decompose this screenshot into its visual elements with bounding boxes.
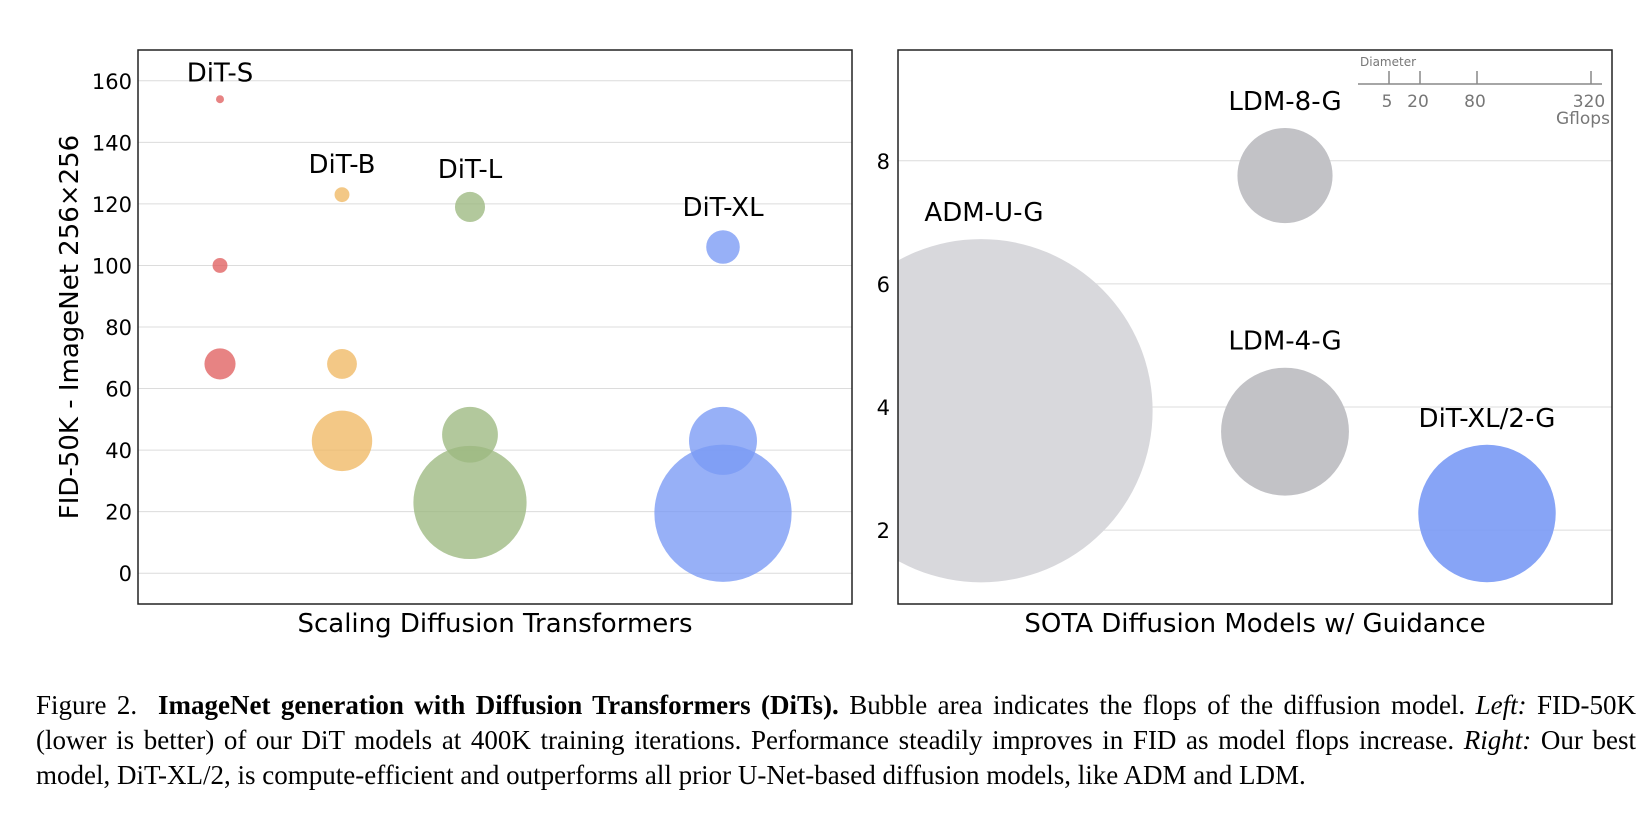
size-legend-unit: Gflops <box>1556 109 1610 129</box>
left-bubble <box>689 406 757 475</box>
right-x-axis-label: SOTA Diffusion Models w/ Guidance <box>1024 609 1485 639</box>
caption-label: Figure 2. <box>36 690 138 720</box>
left-y-tick-label: 140 <box>92 131 132 155</box>
right-bubbles <box>898 128 1556 583</box>
left-y-tick-label: 20 <box>105 501 132 525</box>
size-legend: Diameter 5 20 80 320 Gflops <box>1358 55 1610 129</box>
right-y-ticks: 2 4 6 8 <box>877 150 890 543</box>
right-y-tick-label: 2 <box>877 519 890 543</box>
right-y-tick-label: 6 <box>877 273 890 297</box>
caption-title: ImageNet generation with Diffusion Trans… <box>158 690 839 720</box>
caption-left-label: Left: <box>1475 690 1527 720</box>
left-group-labels: DiT-S DiT-B DiT-L DiT-XL <box>187 58 764 223</box>
left-y-axis-label: FID-50K - ImageNet 256×256 <box>55 135 85 519</box>
right-bubble <box>898 239 1153 583</box>
right-plot-frame <box>897 49 1613 605</box>
size-legend-tick-label: 20 <box>1407 92 1429 112</box>
left-x-axis-label: Scaling Diffusion Transformers <box>297 609 692 639</box>
left-bubble <box>654 444 792 582</box>
left-bubble <box>413 445 527 560</box>
figure: DiT-S DiT-B DiT-L DiT-XL 0 20 40 60 80 100 120 140… <box>55 49 1613 639</box>
left-y-tick-label: 40 <box>105 439 132 463</box>
right-bubble <box>1418 444 1556 583</box>
right-y-tick-label: 4 <box>877 396 890 420</box>
caption-text-1: Bubble area indicates the flops of the d… <box>838 690 1476 720</box>
left-bubble <box>454 191 486 223</box>
left-group-label: DiT-XL <box>682 193 764 223</box>
left-bubble <box>311 410 373 472</box>
caption-text-3: Our best model, DiT-XL/2, is compute-eff… <box>36 725 1636 790</box>
size-legend-tick-label: 80 <box>1464 92 1486 112</box>
left-plot-frame <box>137 49 853 605</box>
right-model-label: DiT-XL/2-G <box>1419 404 1556 434</box>
left-bubble <box>706 230 740 264</box>
left-y-tick-label: 100 <box>92 254 132 278</box>
size-legend-tick-label: 320 <box>1573 92 1605 112</box>
left-bubbles <box>204 95 792 582</box>
left-bubble <box>216 95 224 104</box>
right-model-label: ADM-U-G <box>924 198 1043 228</box>
caption-text-2: FID-50K (lower is better) of our DiT mod… <box>36 690 1637 755</box>
left-bubble <box>442 406 498 463</box>
left-group-label: DiT-L <box>438 155 503 185</box>
right-model-label: LDM-4-G <box>1228 327 1341 357</box>
caption-right-label: Right: <box>1463 725 1532 755</box>
left-bubble <box>327 349 357 379</box>
right-bubble <box>1237 128 1333 224</box>
left-y-tick-label: 160 <box>92 70 132 94</box>
left-chart: DiT-S DiT-B DiT-L DiT-XL 0 20 40 60 80 100 120 140… <box>55 49 853 639</box>
left-bubble <box>204 348 236 380</box>
left-y-tick-label: 120 <box>92 193 132 217</box>
left-group-label: DiT-B <box>308 150 375 180</box>
right-y-tick-label: 8 <box>877 150 890 174</box>
right-chart: ADM-U-G LDM-8-G LDM-4-G DiT-XL/2-G 2 4 6 8 SOT… <box>877 49 1613 639</box>
left-bubble <box>212 257 228 273</box>
right-model-labels: ADM-U-G LDM-8-G LDM-4-G DiT-XL/2-G <box>924 87 1555 434</box>
right-bubble <box>1221 367 1349 496</box>
figure-caption: Figure 2. ImageNet generation with Diffu… <box>36 688 1636 793</box>
left-y-tick-label: 60 <box>105 378 132 402</box>
left-group-label: DiT-S <box>187 58 254 88</box>
size-legend-tick-label: 5 <box>1382 92 1393 112</box>
left-gridlines <box>138 80 852 574</box>
left-bubble <box>334 187 350 203</box>
right-model-label: LDM-8-G <box>1228 87 1341 117</box>
left-y-ticks: 0 20 40 60 80 100 120 140 160 <box>92 70 132 586</box>
left-y-tick-label: 0 <box>119 562 132 586</box>
left-y-tick-label: 80 <box>105 316 132 340</box>
size-legend-title: Diameter <box>1360 55 1416 69</box>
size-legend-ticks: 5 20 80 320 <box>1382 71 1605 112</box>
